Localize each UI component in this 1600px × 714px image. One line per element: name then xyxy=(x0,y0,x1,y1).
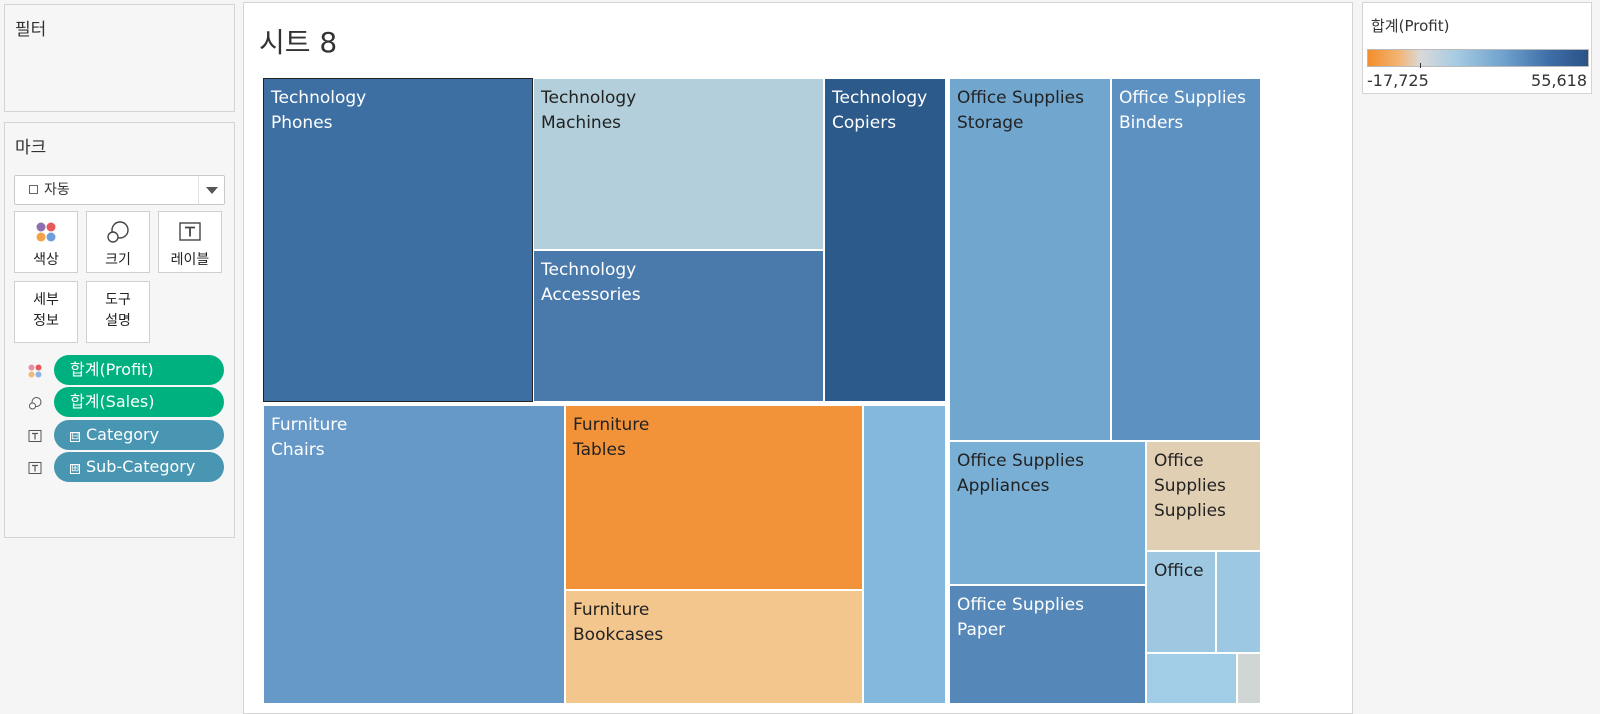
size-label: 크기 xyxy=(105,252,131,268)
text-label-icon xyxy=(28,428,42,442)
treemap-cell-furniture-chairs[interactable]: Furniture Chairs xyxy=(263,405,565,704)
text-label-icon xyxy=(159,220,221,244)
tooltip-label: 도구 설명 xyxy=(105,292,131,329)
treemap-cell-furniture-tables[interactable]: Furniture Tables xyxy=(565,405,863,590)
mark-type-label: 자동 xyxy=(44,182,70,198)
treemap-cell-technology-accessories[interactable]: Technology Accessories xyxy=(533,250,824,402)
size-icon xyxy=(28,395,42,410)
worksheet: 시트 8 Technology Phones Technology Machines… xyxy=(243,2,1353,714)
field-row-sales: 합계(Sales) xyxy=(14,387,224,417)
legend-min-value: -17,725 xyxy=(1367,71,1429,90)
legend-zero-tick xyxy=(1420,63,1421,68)
treemap: Technology Phones Technology Machines Tech… xyxy=(263,78,1263,704)
marks-card: 마크 자동 색상 크기 레이블 세부 정보 도구 설명 합계(Profit) xyxy=(4,122,235,538)
subcategory-pill[interactable]: ⊞ Sub-Category xyxy=(54,452,224,482)
filters-title: 필터 xyxy=(15,20,47,40)
sales-pill[interactable]: 합계(Sales) xyxy=(54,387,224,417)
sheet-title: 시트 8 xyxy=(259,26,338,59)
label-label: 레이블 xyxy=(170,252,210,268)
treemap-cell-office-small-2[interactable] xyxy=(1216,551,1261,653)
treemap-cell-office-binders[interactable]: Office Supplies Binders xyxy=(1111,78,1261,441)
square-icon xyxy=(29,185,38,194)
filters-shelf[interactable]: 필터 xyxy=(4,4,235,112)
treemap-cell-furniture-furnishings[interactable] xyxy=(863,405,946,704)
detail-label: 세부 정보 xyxy=(33,292,59,329)
treemap-cell-office-small-3[interactable] xyxy=(1146,653,1237,704)
size-icon xyxy=(87,220,149,244)
legend-gradient xyxy=(1367,49,1589,67)
treemap-cell-furniture-bookcases[interactable]: Furniture Bookcases xyxy=(565,590,863,704)
treemap-cell-office-storage[interactable]: Office Supplies Storage xyxy=(949,78,1111,441)
mark-type-dropdown[interactable]: 자동 xyxy=(14,175,225,205)
field-row-profit: 합계(Profit) xyxy=(14,355,224,385)
treemap-cell-office-small-1[interactable]: Office xyxy=(1146,551,1216,653)
tooltip-button[interactable]: 도구 설명 xyxy=(86,281,150,343)
legend-max-value: 55,618 xyxy=(1531,71,1587,90)
size-button[interactable]: 크기 xyxy=(86,211,150,273)
color-icon xyxy=(28,363,42,378)
expand-icon[interactable]: ⊞ xyxy=(70,463,80,474)
treemap-cell-office-small-4[interactable] xyxy=(1237,653,1261,704)
color-button[interactable]: 색상 xyxy=(14,211,78,273)
color-icon xyxy=(15,220,77,244)
treemap-cell-technology-phones[interactable]: Technology Phones xyxy=(263,78,533,402)
label-button[interactable]: 레이블 xyxy=(158,211,222,273)
text-label-icon xyxy=(28,460,42,474)
color-label: 색상 xyxy=(33,252,59,268)
marks-title: 마크 xyxy=(15,138,47,158)
field-row-category: ⊟ Category xyxy=(14,420,224,450)
profit-color-legend[interactable]: 합계(Profit) -17,725 55,618 xyxy=(1362,2,1592,94)
detail-button[interactable]: 세부 정보 xyxy=(14,281,78,343)
collapse-icon[interactable]: ⊟ xyxy=(70,431,80,442)
chevron-down-icon[interactable] xyxy=(198,176,224,204)
treemap-cell-office-appliances[interactable]: Office Supplies Appliances xyxy=(949,441,1146,585)
treemap-cell-technology-machines[interactable]: Technology Machines xyxy=(533,78,824,250)
treemap-cell-office-supplies[interactable]: Office Supplies Supplies xyxy=(1146,441,1261,551)
profit-pill[interactable]: 합계(Profit) xyxy=(54,355,224,385)
treemap-cell-office-paper[interactable]: Office Supplies Paper xyxy=(949,585,1146,704)
legend-title: 합계(Profit) xyxy=(1371,17,1450,35)
treemap-cell-technology-copiers[interactable]: Technology Copiers xyxy=(824,78,946,402)
category-pill[interactable]: ⊟ Category xyxy=(54,420,224,450)
field-row-subcategory: ⊞ Sub-Category xyxy=(14,452,224,482)
